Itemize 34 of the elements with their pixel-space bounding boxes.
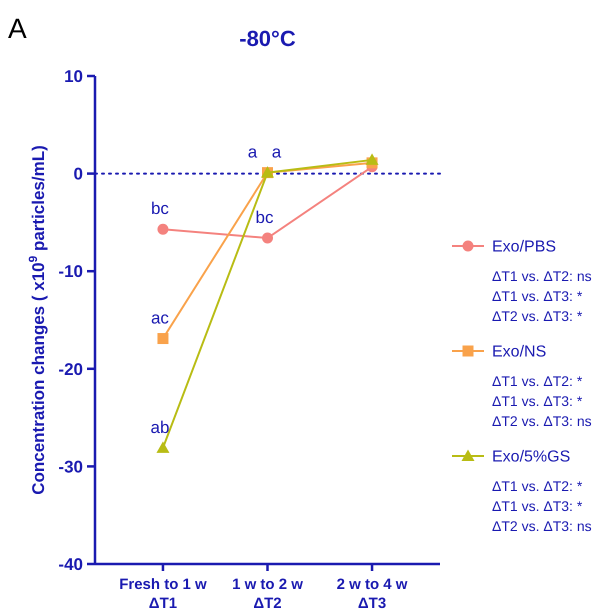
chart-title: -80°C (239, 26, 296, 51)
y-tick-label: -10 (58, 262, 83, 282)
text: ΔT1 vs. ΔT3: * (492, 288, 583, 304)
text: ΔT1 vs. ΔT2: ns (492, 268, 592, 284)
annotation: bc (256, 208, 274, 228)
text: ΔT2 vs. ΔT3: ns (492, 518, 592, 534)
y-tick-label: 0 (74, 164, 83, 184)
point (157, 224, 168, 235)
point (262, 232, 273, 244)
legend-label: Exo/PBS (492, 238, 556, 256)
y-tick-label: -20 (58, 360, 83, 379)
point (156, 441, 170, 453)
text: ΔT1 vs. ΔT3: * (492, 392, 583, 409)
annotation: a (248, 142, 258, 162)
text: A (8, 13, 27, 44)
legend-label: Exo/NS (492, 344, 546, 361)
point (157, 333, 168, 344)
y-tick-label: -40 (58, 554, 83, 574)
text: ΔT2 vs. ΔT3: * (492, 308, 583, 324)
y-tick-label: -30 (58, 457, 83, 476)
x-tick-label: 1 w to 2 w ΔT2 (232, 576, 304, 612)
annotation: ac (150, 308, 170, 328)
x-tick-label: Fresh to 1 w ΔT1 (119, 576, 208, 612)
text: ΔT1 vs. ΔT2: * (492, 478, 583, 494)
text: ΔT1 vs. ΔT2: * (492, 372, 583, 389)
annotation: ab (150, 418, 170, 437)
text: ΔT1 vs. ΔT3: * (492, 498, 583, 514)
point (366, 153, 379, 165)
x-tick-label: 2 w to 4 w ΔT3 (336, 576, 408, 612)
annotation: bc (150, 199, 170, 218)
y-tick-label: 10 (64, 66, 83, 86)
annotation: a (272, 142, 282, 162)
legend-label: Exo/5%GS (492, 448, 570, 466)
text: ΔT2 vs. ΔT3: ns (492, 412, 592, 429)
